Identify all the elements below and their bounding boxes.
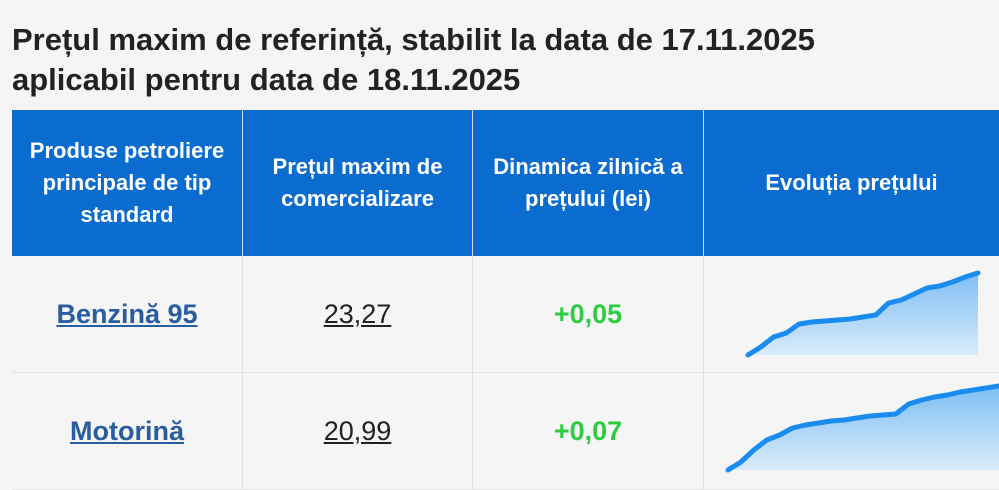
daily-change: +0,07 [553,415,623,446]
cell: Benzină 95 [12,256,243,373]
title: Prețul maxim de referință, stabilit la d… [12,20,815,100]
sparkline-area [728,386,999,470]
header-cell: Dinamica zilnică a prețului (lei) [473,110,704,256]
sparkline [725,383,999,473]
price[interactable]: 20,99 [323,415,392,446]
header-cell: Produse petroliere principale de tip sta… [12,110,243,256]
header-cell: Evoluția prețului [704,110,999,256]
cell: Motorină [12,373,243,490]
cell: +0,05 [473,256,704,373]
sparkline [745,270,981,358]
sparkline-line [745,270,981,358]
header-row: Produse petroliere principale de tip sta… [12,110,999,256]
title-line: aplicabil pentru data de 18.11.2025 [12,62,521,97]
product-link[interactable]: Benzină 95 [56,298,198,329]
cell: 23,27 [243,256,473,373]
price-table: Produse petroliere principale de tip sta… [12,110,999,490]
table-row: Motorină 20,99 +0,07 [12,373,999,490]
cell [704,256,999,373]
table-row: Benzină 95 23,27 +0,05 [12,256,999,373]
cell: 20,99 [243,373,473,490]
header-cell: Prețul maxim de comercializare [243,110,473,256]
sparkline-line [725,383,999,473]
product-link[interactable]: Motorină [70,415,184,446]
cell [704,373,999,490]
table-body: Benzină 95 23,27 +0,05 Motorină 20,99 +0,07 [12,256,999,490]
daily-change: +0,05 [553,298,623,329]
cell: +0,07 [473,373,704,490]
title-line: Prețul maxim de referință, stabilit la d… [12,22,815,57]
price[interactable]: 23,27 [323,298,392,329]
